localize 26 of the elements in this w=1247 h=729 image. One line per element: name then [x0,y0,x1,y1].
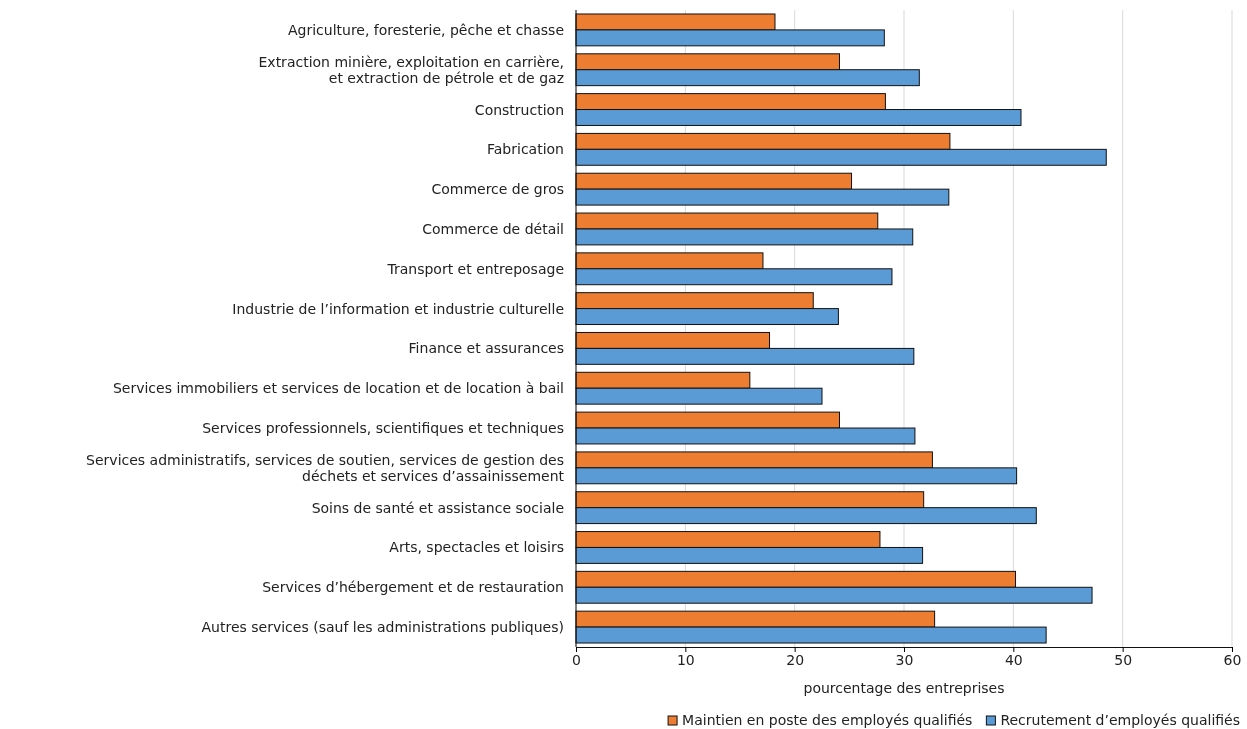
y-tick-label: Industrie de l’information et industrie culturelle [232,300,564,317]
y-tick-label: Services administratifs, services de soutien, services de gestion des déchets et services d’assainissement [86,451,565,484]
x-tick-label: 40 [1004,651,1023,668]
y-tick-label: Extraction minière, exploitation en carrière, et extraction de pétrole et de gaz [258,53,564,86]
x-tick-label: 0 [572,651,581,668]
y-tick-label: Services d’hébergement et de restauration [262,579,564,596]
y-tick-label: Commerce de détail [422,220,564,237]
x-tick-label: 10 [676,651,695,668]
legend-label: Recrutement d’employés qualifiés [1000,712,1240,728]
y-tick-label: Soins de santé et assistance sociale [311,499,564,516]
x-tick-label: 50 [1114,651,1133,668]
y-tick-label: Commerce de gros [431,181,564,198]
x-tick-label: 60 [1223,651,1242,668]
x-axis-title: pourcentage des entreprises [803,680,1005,696]
y-tick-label: Autres services (sauf les administrations publiques) [201,619,564,636]
x-tick-label: 20 [786,651,805,668]
x-tick-label: 30 [895,651,914,668]
y-tick-label: Services immobiliers et services de location et de location à bail [112,380,564,397]
y-tick-label: Construction [474,101,564,118]
y-tick-label: Transport et entreposage [386,260,564,277]
y-tick-label: Agriculture, foresterie, pêche et chasse [287,21,564,38]
y-tick-label: Arts, spectacles et loisirs [389,539,564,556]
legend-label: Maintien en poste des employés qualifiés [682,712,973,728]
y-tick-label: Finance et assurances [408,340,564,357]
y-tick-label: Fabrication [487,141,564,158]
y-tick-label: Services professionnels, scientifiques et techniques [202,420,564,437]
